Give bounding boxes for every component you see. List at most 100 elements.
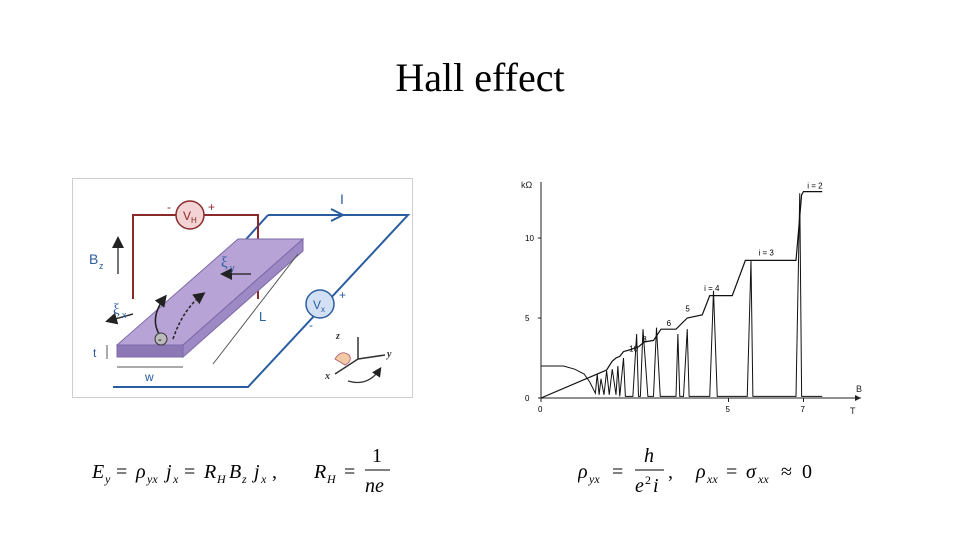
x-axis-label: B bbox=[856, 384, 862, 394]
x-axis-arrowhead bbox=[855, 395, 861, 401]
current-arrow bbox=[330, 208, 344, 222]
hall-voltmeter bbox=[175, 200, 205, 230]
hall-voltage-circuit bbox=[132, 214, 177, 299]
electron-sign: - bbox=[158, 334, 162, 346]
xi-y-subscript: y bbox=[230, 263, 235, 273]
width-label: w bbox=[144, 370, 154, 384]
eq-R: R bbox=[203, 461, 216, 483]
x-tick-label-1: 5 bbox=[726, 405, 731, 414]
axis-y-line bbox=[357, 354, 386, 360]
current-label: I bbox=[340, 191, 344, 207]
axis-z-label: z bbox=[335, 331, 340, 342]
eqr-rho-sub: yx bbox=[588, 472, 600, 486]
longitudinal-voltmeter bbox=[305, 289, 335, 319]
vh-subscript: H bbox=[191, 216, 197, 225]
sample-slab-front bbox=[116, 344, 184, 358]
axis-ticks: 0 5 7 0 5 10 bbox=[525, 234, 806, 414]
electron bbox=[154, 332, 168, 346]
series-rho-xx-line bbox=[541, 193, 823, 397]
vx-plus: + bbox=[339, 288, 346, 302]
eq-j2: j bbox=[251, 461, 260, 483]
xi-x-subscript: x bbox=[122, 310, 127, 320]
eq-RH-sub: H bbox=[326, 472, 337, 486]
eqr-zero: 0 bbox=[802, 461, 812, 483]
plateau-label-5: 8 bbox=[642, 335, 647, 344]
x-tick-label-2: 7 bbox=[801, 405, 806, 414]
vh-symbol: V bbox=[183, 209, 191, 223]
length-dimension bbox=[212, 253, 299, 365]
axis-x-label: x bbox=[324, 371, 330, 382]
series-rho-yx-line bbox=[540, 191, 823, 399]
bz-label: B bbox=[89, 251, 98, 267]
xi-x-label: ξ bbox=[113, 302, 120, 318]
thickness-label: t bbox=[93, 346, 97, 360]
eq-B-sub: z bbox=[241, 472, 247, 486]
plateau-label-1: i = 3 bbox=[759, 249, 775, 258]
eq-rho: ρ bbox=[135, 461, 146, 483]
chart-series bbox=[540, 191, 823, 399]
eqr-rho2-sub: xx bbox=[706, 472, 718, 486]
eqr-sigma: σ bbox=[746, 461, 757, 483]
axis-x-line bbox=[334, 358, 359, 375]
hall-resistance-equation: E y = ρ yx j x = R H B z j x , R H = 1 n… bbox=[91, 442, 412, 502]
eqr-equals-2: = bbox=[726, 461, 737, 483]
eq-rho-sub: yx bbox=[146, 472, 158, 486]
eq-j-sub: x bbox=[172, 472, 179, 486]
eq-fraction-numerator: 1 bbox=[372, 445, 382, 467]
eqr-comma: , bbox=[668, 461, 673, 483]
eq-R-sub: H bbox=[216, 472, 227, 486]
plateau-label-0: i = 2 bbox=[807, 181, 823, 190]
eqr-rho2: ρ bbox=[695, 461, 706, 483]
x-tick-label-0: 0 bbox=[538, 405, 543, 414]
eq-B: B bbox=[229, 461, 241, 483]
eq-equals-2: = bbox=[184, 461, 195, 483]
hall-effect-diagram: I V H - + B z ξ y ξ x - L V bbox=[72, 178, 413, 398]
plateau-labels: i = 2 i = 3 i = 4 5 6 8 10 bbox=[629, 181, 823, 353]
xi-x-arrow bbox=[105, 312, 134, 325]
eqr-den-exp: 2 bbox=[645, 473, 651, 487]
eqr-approx: ≈ bbox=[781, 461, 792, 483]
eq-E: E bbox=[92, 461, 104, 483]
hall-equation-svg: E y = ρ yx j x = R H B z j x , R H = 1 n… bbox=[91, 445, 390, 497]
eq-fraction-denominator: ne bbox=[365, 475, 384, 497]
y-tick-label-1: 5 bbox=[525, 314, 530, 323]
vx-symbol: V bbox=[313, 298, 321, 312]
eqr-fraction-numerator: h bbox=[644, 445, 654, 467]
plateau-label-2: i = 4 bbox=[704, 284, 720, 293]
y-axis-unit: kΩ bbox=[521, 180, 533, 190]
vx-subscript: x bbox=[321, 305, 325, 314]
plateau-label-6: 10 bbox=[629, 345, 638, 354]
eqr-den-e: e bbox=[635, 475, 644, 497]
plateau-label-3: 5 bbox=[685, 305, 690, 314]
eq-equals-1: = bbox=[116, 461, 127, 483]
slide-title: Hall effect bbox=[395, 55, 565, 100]
y-tick-label-0: 0 bbox=[525, 394, 530, 403]
quantized-equation-svg: ρ yx = h e 2 i , ρ xx = σ xx ≈ 0 bbox=[577, 445, 812, 497]
xi-y-label: ξ bbox=[221, 255, 228, 271]
eq-j: j bbox=[163, 461, 172, 483]
vx-minus: - bbox=[309, 318, 313, 332]
eqr-sigma-sub: xx bbox=[757, 472, 769, 486]
length-label: L bbox=[259, 309, 266, 324]
quantum-hall-chart-svg: kΩ B T 0 5 7 0 5 10 i = 2 i = 3 i = 4 5 6 8 10 bbox=[521, 180, 862, 416]
vh-minus: - bbox=[167, 200, 171, 214]
electron-trajectory bbox=[172, 292, 206, 340]
eq-E-sub: y bbox=[104, 472, 111, 486]
eq-RH: R bbox=[313, 461, 326, 483]
axis-y-label: y bbox=[386, 349, 392, 360]
x-axis-unit: T bbox=[850, 406, 856, 416]
vh-plus: + bbox=[208, 200, 215, 214]
eqr-rho: ρ bbox=[578, 461, 588, 483]
hall-diagram-svg: I V H - + B z ξ y ξ x - L V bbox=[89, 191, 411, 388]
eq-j2-sub: x bbox=[260, 472, 267, 486]
eqr-equals-1: = bbox=[612, 461, 623, 483]
quantized-resistance-equation: ρ yx = h e 2 i , ρ xx = σ xx ≈ 0 bbox=[577, 442, 828, 502]
bz-subscript: z bbox=[99, 261, 104, 271]
right-hand-rule-icon bbox=[334, 352, 351, 366]
y-tick-label-2: 10 bbox=[525, 234, 534, 243]
eq-equals-3: = bbox=[344, 461, 355, 483]
sample-slab-side bbox=[182, 237, 304, 359]
quantum-hall-chart: kΩ B T 0 5 7 0 5 10 i = 2 i = 3 i = 4 5 6 8 10 bbox=[516, 170, 888, 425]
eqr-den-i: i bbox=[653, 475, 659, 497]
plateau-label-4: 6 bbox=[667, 319, 672, 328]
